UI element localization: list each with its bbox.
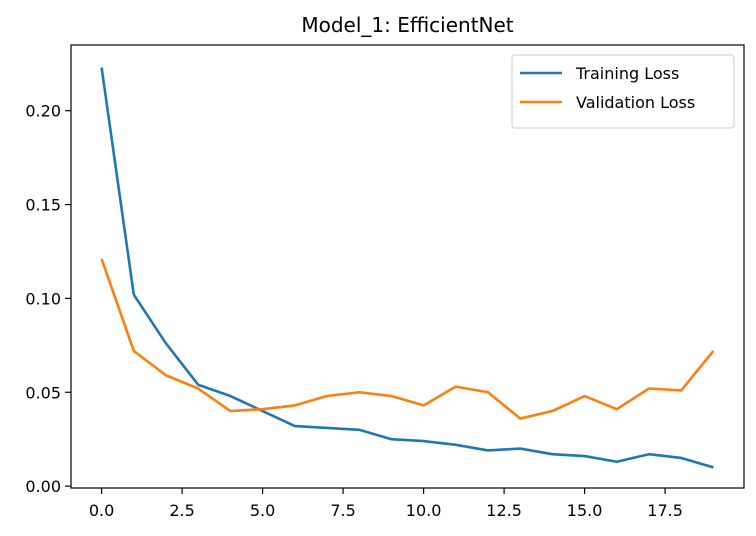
- data-point-1-18: [680, 389, 683, 392]
- x-tick-label-1: 2.5: [169, 501, 194, 520]
- data-point-1-9: [390, 395, 393, 398]
- data-point-1-3: [197, 387, 200, 390]
- x-tick-label-0: 0.0: [89, 501, 114, 520]
- data-point-1-0: [100, 258, 103, 261]
- data-point-1-15: [583, 395, 586, 398]
- data-point-0-6: [294, 425, 297, 428]
- legend-label-1: Validation Loss: [576, 93, 695, 112]
- data-point-0-7: [326, 427, 329, 430]
- axes-frame: [70, 44, 745, 489]
- data-point-0-1: [132, 293, 135, 296]
- data-point-0-4: [229, 395, 232, 398]
- data-point-0-16: [616, 460, 619, 463]
- data-point-0-3: [197, 383, 200, 386]
- data-point-0-8: [358, 429, 361, 432]
- data-point-0-12: [487, 449, 490, 452]
- chart-title: Model_1: EfficientNet: [301, 13, 513, 37]
- y-tick-label-2: 0.10: [25, 289, 61, 308]
- x-tick-label-2: 5.0: [250, 501, 275, 520]
- legend: Training Loss Validation Loss: [511, 54, 735, 129]
- data-point-0-18: [680, 457, 683, 460]
- data-point-0-11: [455, 444, 458, 447]
- y-tick-label-4: 0.20: [25, 102, 61, 121]
- data-point-1-8: [358, 391, 361, 394]
- data-point-0-19: [712, 466, 715, 469]
- data-point-1-10: [422, 404, 425, 407]
- data-point-1-1: [132, 350, 135, 353]
- x-tick-label-7: 17.5: [647, 501, 683, 520]
- axes: 0.0 2.5 5.0 7.5 10.0 12.5 15.0 17.5 0.00 0.05 0.10…: [25, 44, 745, 520]
- y-tick-label-1: 0.05: [25, 383, 61, 402]
- data-point-1-19: [712, 350, 715, 353]
- data-point-1-2: [165, 374, 168, 377]
- data-point-0-0: [100, 66, 103, 69]
- plot-area: [100, 66, 715, 469]
- x-tick-label-5: 12.5: [486, 501, 522, 520]
- data-point-0-9: [390, 438, 393, 441]
- data-point-1-7: [326, 395, 329, 398]
- x-tick-label-4: 10.0: [406, 501, 442, 520]
- legend-box: [511, 54, 735, 129]
- data-point-1-14: [551, 410, 554, 413]
- y-tick-label-3: 0.15: [25, 196, 61, 215]
- data-point-1-6: [294, 404, 297, 407]
- data-point-0-13: [519, 447, 522, 450]
- series-line-1: [100, 258, 715, 420]
- y-tick-label-0: 0.00: [25, 477, 61, 496]
- data-point-0-14: [551, 453, 554, 456]
- data-point-0-15: [583, 455, 586, 458]
- data-point-1-13: [519, 417, 522, 420]
- legend-label-0: Training Loss: [575, 64, 679, 83]
- x-tick-label-3: 7.5: [330, 501, 355, 520]
- series-line-0: [100, 67, 714, 469]
- data-point-1-16: [616, 408, 619, 411]
- data-point-1-12: [487, 391, 490, 394]
- x-tick-label-6: 15.0: [567, 501, 603, 520]
- data-point-0-17: [648, 453, 651, 456]
- data-point-0-10: [422, 440, 425, 443]
- data-point-0-2: [165, 342, 168, 345]
- data-point-1-11: [455, 385, 458, 388]
- data-point-1-17: [648, 387, 651, 390]
- data-point-1-5: [261, 408, 264, 411]
- data-point-1-4: [229, 410, 232, 413]
